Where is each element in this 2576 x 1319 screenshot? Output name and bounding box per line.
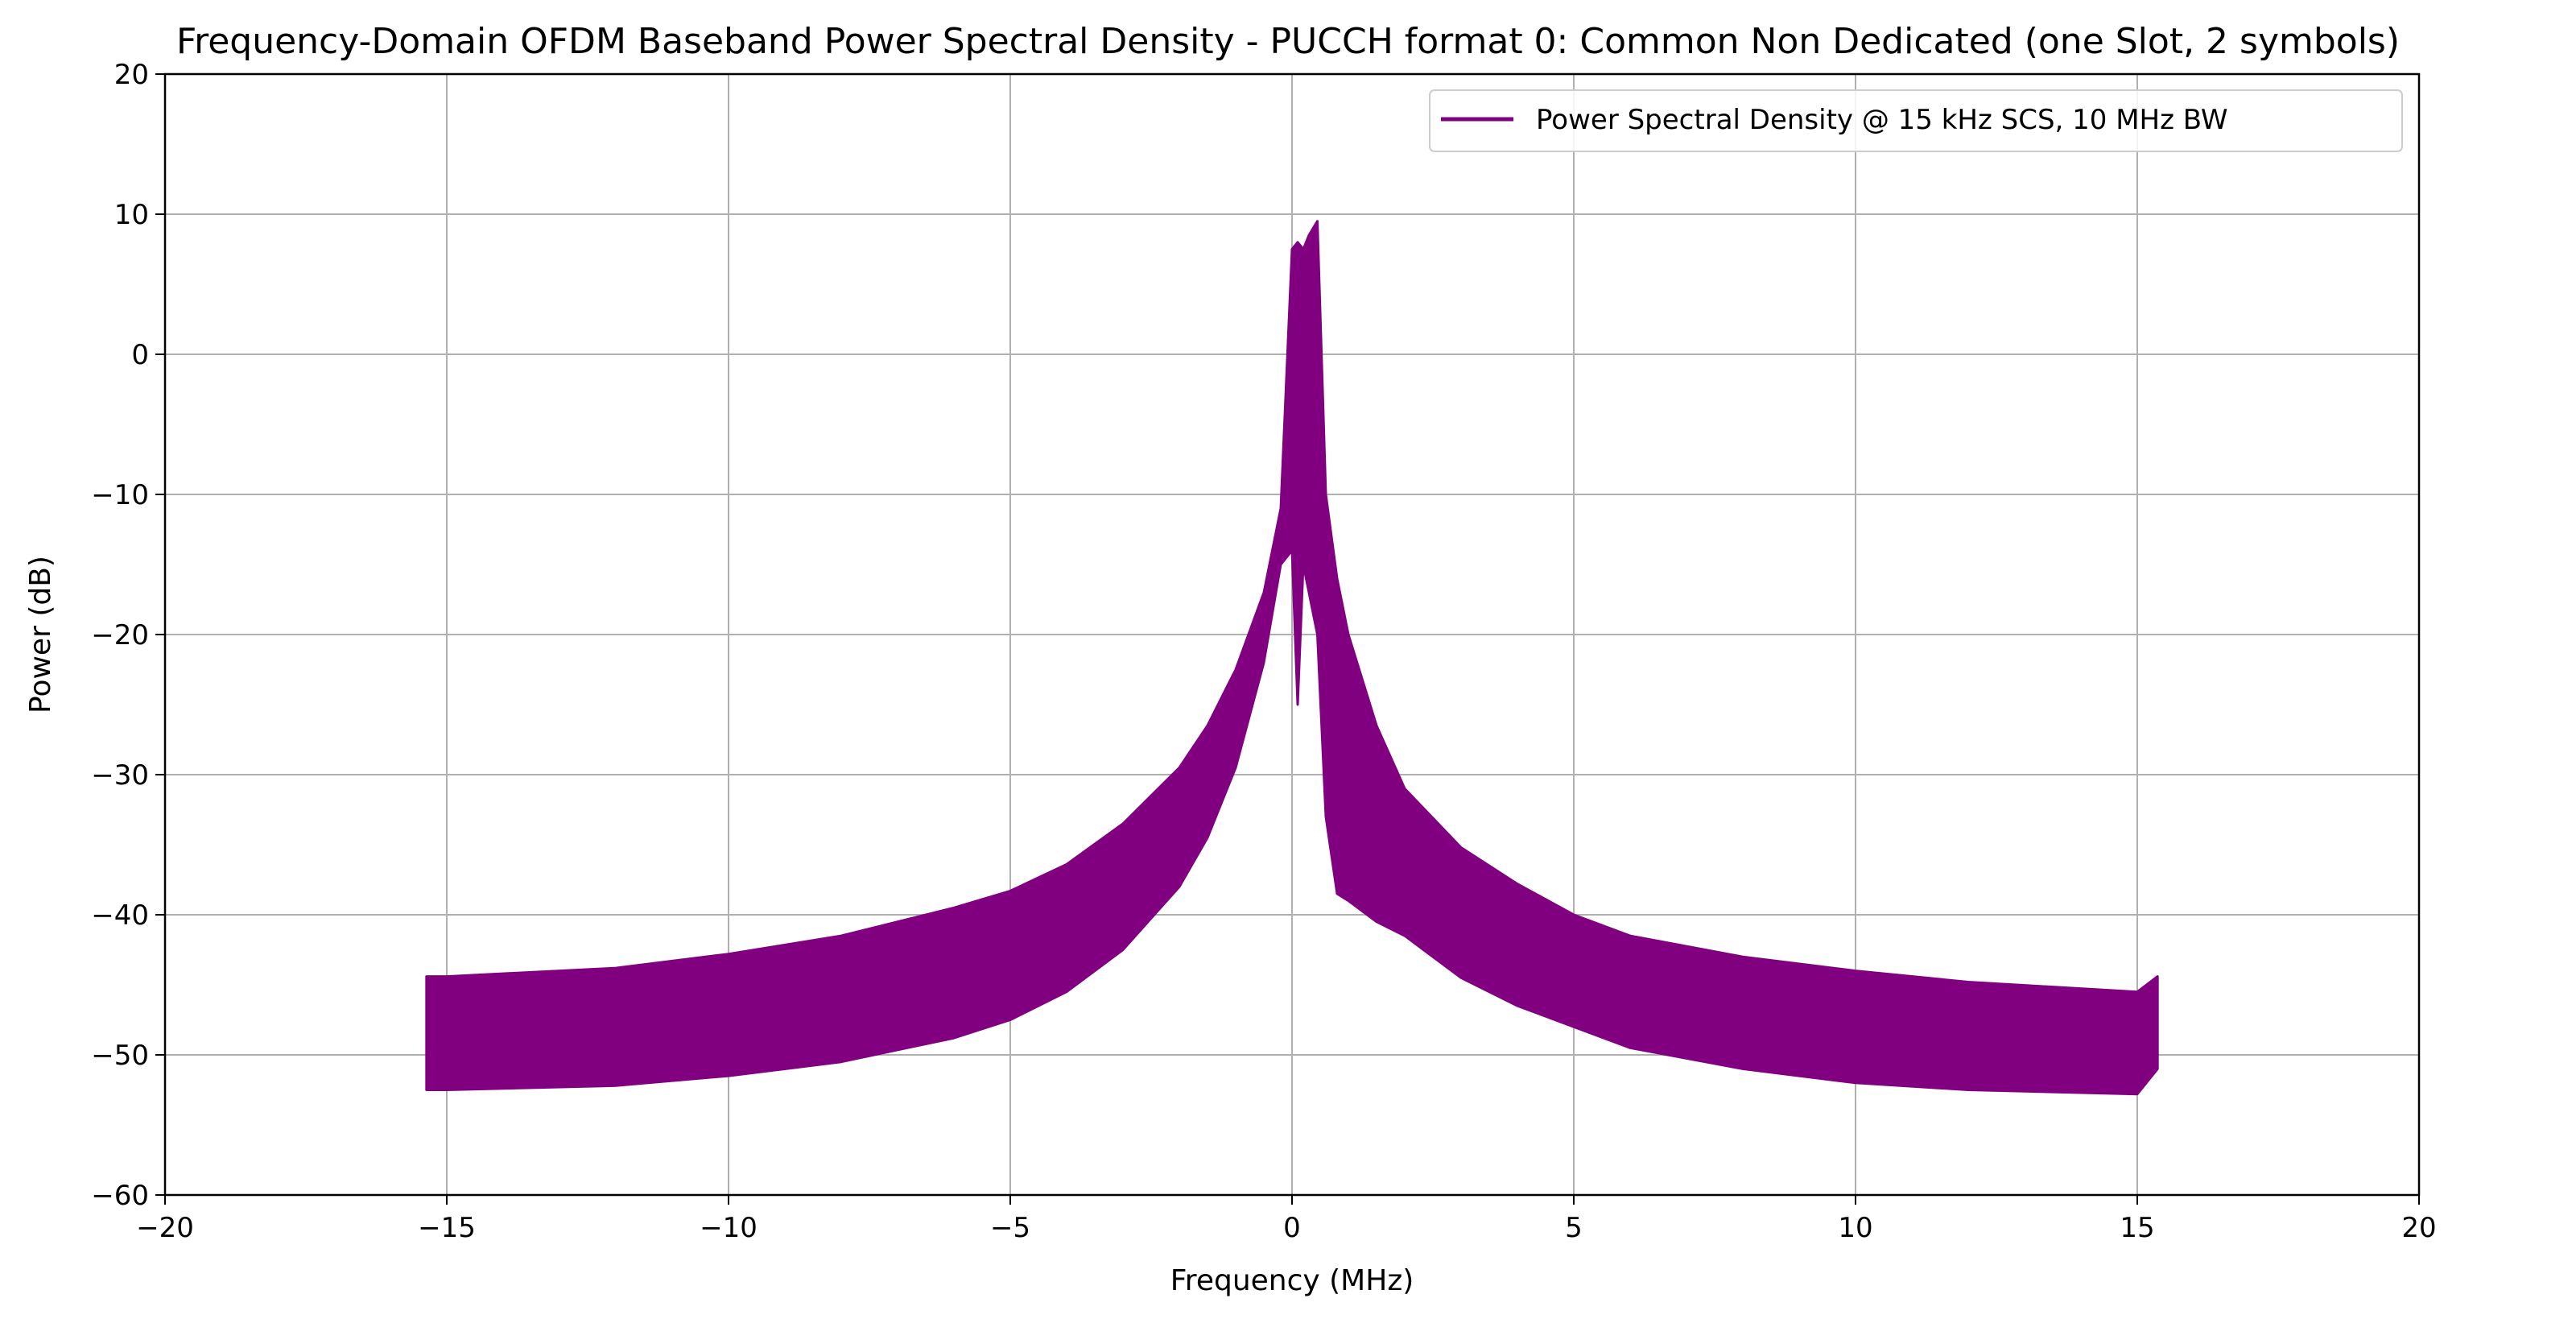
y-tick-label: 20 — [114, 59, 149, 91]
y-tick-label: −60 — [91, 1180, 149, 1212]
x-tick-label: 15 — [2120, 1212, 2154, 1244]
y-tick-label: −40 — [91, 899, 149, 932]
x-tick-label: 20 — [2401, 1212, 2436, 1244]
chart-title: Frequency-Domain OFDM Baseband Power Spe… — [176, 21, 2400, 62]
psd-series-band — [425, 220, 2159, 1096]
x-tick-label: −10 — [700, 1212, 758, 1244]
legend-entry: Power Spectral Density @ 15 kHz SCS, 10 … — [1536, 104, 2228, 136]
y-tick-label: −10 — [91, 479, 149, 511]
y-tick-label: −20 — [91, 619, 149, 651]
plot-area — [425, 220, 2159, 1096]
y-tick-label: −50 — [91, 1040, 149, 1072]
y-tick-label: 0 — [131, 339, 149, 371]
legend: Power Spectral Density @ 15 kHz SCS, 10 … — [1429, 89, 2403, 152]
x-axis-label: Frequency (MHz) — [1170, 1264, 1414, 1297]
x-tick-label: −20 — [136, 1212, 194, 1244]
x-tick-label: 10 — [1838, 1212, 1872, 1244]
x-tick-label: 0 — [1283, 1212, 1301, 1244]
y-axis-label: Power (dB) — [24, 556, 57, 713]
x-tick-label: 5 — [1565, 1212, 1583, 1244]
x-tick-label: −15 — [418, 1212, 476, 1244]
y-tick-label: 10 — [114, 199, 149, 231]
legend-box — [1429, 89, 2403, 152]
x-tick-label: −5 — [990, 1212, 1030, 1244]
y-tick-label: −30 — [91, 759, 149, 792]
axis-ticks: −20 −15 −10 −5 0 5 10 15 20−60−50−40−30−20−10010… — [91, 59, 2436, 1244]
